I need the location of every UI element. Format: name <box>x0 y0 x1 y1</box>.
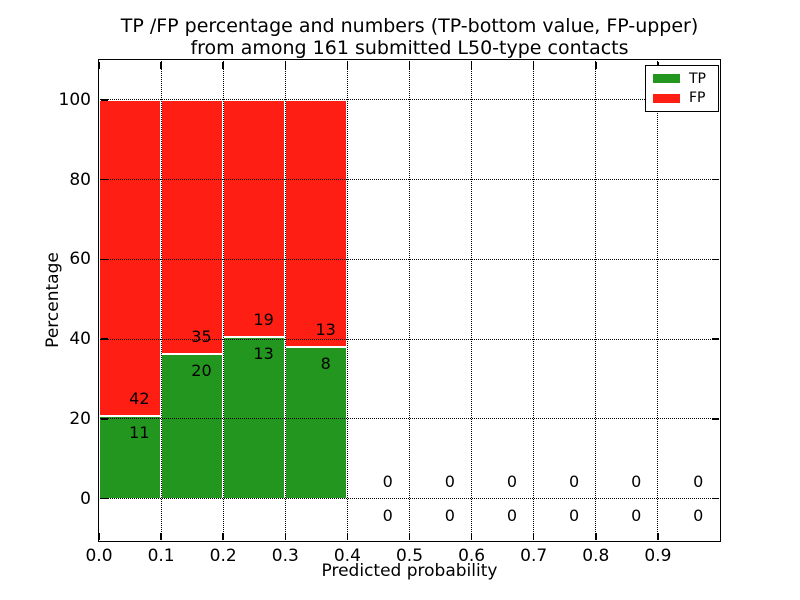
x-tick-label: 0.3 <box>271 546 299 566</box>
gridline-vertical <box>160 61 162 540</box>
gridline-vertical <box>533 61 535 540</box>
x-tick-mark-top <box>595 61 597 69</box>
chart-title-line2: from among 161 submitted L50-type contac… <box>190 37 629 59</box>
y-tick-mark <box>100 418 108 420</box>
x-axis-label: Predicted probability <box>321 561 498 581</box>
x-tick-mark-top <box>98 61 100 69</box>
fp-count-label: 0 <box>382 471 393 491</box>
tp-count-label: 11 <box>129 422 150 442</box>
fp-swatch-icon <box>653 93 680 103</box>
legend: TP FP <box>645 65 719 112</box>
y-tick-label: 80 <box>69 169 91 190</box>
tp-count-label: 8 <box>320 353 331 373</box>
fp-count-label: 0 <box>506 471 518 491</box>
x-tick-mark <box>408 532 411 540</box>
fp-count-label: 19 <box>253 309 274 329</box>
fp-bar-segment <box>99 99 162 416</box>
x-tick-mark <box>657 532 659 540</box>
y-tick-mark <box>100 178 108 181</box>
tp-count-label: 0 <box>382 505 393 525</box>
y-tick-mark-right <box>711 338 719 340</box>
x-tick-label: 0.4 <box>333 546 361 566</box>
x-tick-label: 0.1 <box>147 546 175 566</box>
x-tick-label: 0.9 <box>644 546 672 566</box>
tp-swatch-icon <box>653 74 680 84</box>
y-tick-label: 40 <box>69 329 91 350</box>
y-tick-mark <box>100 497 108 500</box>
x-tick-label: 0.6 <box>458 546 486 566</box>
y-tick-mark-right <box>711 497 719 500</box>
x-tick-label: 0.8 <box>582 546 610 566</box>
y-tick-label: 60 <box>69 249 91 270</box>
fp-bar-segment <box>285 99 348 347</box>
x-tick-mark <box>98 532 100 540</box>
chart-title-line1: TP /FP percentage and numbers (TP-bottom… <box>120 15 699 37</box>
gridline-vertical <box>595 61 597 540</box>
fp-count-label: 42 <box>129 388 150 408</box>
tp-bar-segment <box>161 353 224 499</box>
x-tick-mark <box>346 532 349 540</box>
fp-count-label: 0 <box>568 471 580 491</box>
x-tick-mark-top <box>408 61 411 69</box>
x-tick-mark <box>532 532 535 540</box>
y-tick-label: 100 <box>58 89 91 110</box>
fp-count-label: 13 <box>315 319 336 339</box>
tp-bar-segment <box>223 336 286 499</box>
x-tick-mark-top <box>160 61 162 69</box>
y-axis-label: Percentage <box>43 252 63 348</box>
y-tick-label: 20 <box>69 408 91 429</box>
legend-item-tp: TP <box>653 72 718 86</box>
y-tick-mark-right <box>711 418 719 420</box>
x-tick-mark <box>595 532 597 540</box>
x-tick-mark-top <box>222 61 224 69</box>
tp-count-label: 0 <box>693 505 704 525</box>
tp-bar-segment <box>285 346 348 499</box>
fp-count-label: 35 <box>191 326 212 346</box>
gridline-vertical <box>409 61 410 540</box>
y-tick-label: 0 <box>80 488 91 509</box>
gridline-vertical <box>346 61 348 540</box>
fp-count-label: 0 <box>631 471 642 491</box>
gridline-vertical <box>471 61 473 540</box>
tp-bar-segment <box>99 415 162 499</box>
x-tick-label: 0.0 <box>85 546 113 566</box>
y-tick-mark-right <box>711 178 719 181</box>
fp-count-label: 0 <box>693 471 704 491</box>
gridline-vertical <box>657 61 659 540</box>
x-tick-mark-top <box>346 61 349 69</box>
fp-bar-segment <box>161 99 224 354</box>
legend-label-tp: TP <box>689 70 706 87</box>
x-tick-mark-top <box>284 61 287 69</box>
gridline-vertical <box>284 61 286 540</box>
tp-count-label: 0 <box>444 505 455 525</box>
x-tick-mark <box>222 532 224 540</box>
tp-count-label: 0 <box>631 505 642 525</box>
y-tick-mark <box>100 338 108 340</box>
fp-count-label: 0 <box>444 471 455 491</box>
legend-label-fp: FP <box>689 90 706 107</box>
tp-count-label: 13 <box>253 343 274 363</box>
x-tick-label: 0.5 <box>395 546 424 566</box>
x-tick-mark <box>284 532 287 540</box>
y-tick-mark-right <box>711 258 719 261</box>
x-tick-label: 0.7 <box>520 546 548 566</box>
x-tick-mark <box>470 532 473 540</box>
y-tick-mark <box>100 258 108 261</box>
x-tick-mark <box>160 532 162 540</box>
tp-count-label: 0 <box>568 505 580 525</box>
gridline-vertical <box>222 61 224 540</box>
x-tick-mark-top <box>470 61 473 69</box>
x-tick-mark-top <box>532 61 535 69</box>
chart-title: TP /FP percentage and numbers (TP-bottom… <box>99 15 720 59</box>
fp-bar-segment <box>223 99 286 337</box>
x-tick-label: 0.2 <box>209 546 237 566</box>
tp-count-label: 0 <box>506 505 518 525</box>
tp-count-label: 20 <box>191 360 212 380</box>
legend-item-fp: FP <box>653 91 718 105</box>
y-tick-mark <box>100 99 108 101</box>
